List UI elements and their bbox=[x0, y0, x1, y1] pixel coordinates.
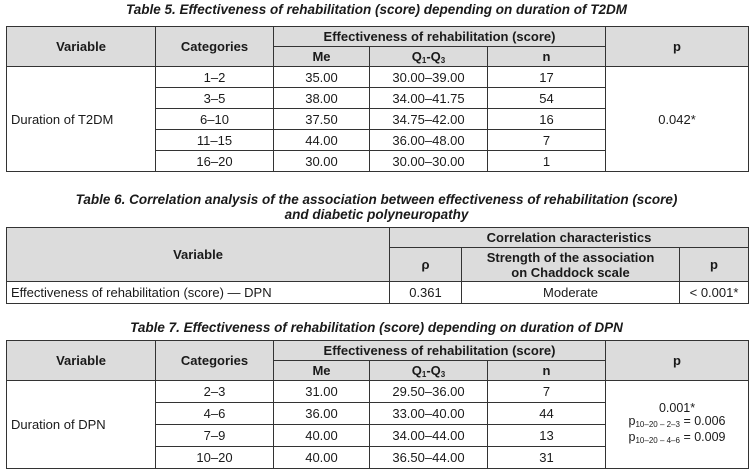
table7-header-p: p bbox=[605, 340, 750, 381]
table7-variable: Duration of DPN bbox=[6, 380, 156, 469]
table6-rho: 0.361 bbox=[389, 281, 462, 304]
table7-cat: 10–20 bbox=[155, 446, 274, 469]
table6: Variable Correlation characteristics ρ S… bbox=[6, 227, 750, 304]
table5-q: 30.00–39.00 bbox=[369, 66, 488, 88]
table7-cat: 7–9 bbox=[155, 424, 274, 447]
table7-n: 7 bbox=[486, 380, 607, 403]
table6-header-strength: Strength of the association on Chaddock s… bbox=[461, 247, 680, 282]
table7-me: 36.00 bbox=[273, 402, 370, 425]
table5-cat: 6–10 bbox=[155, 108, 274, 130]
table6-caption-line2: and diabetic polyneuropathy bbox=[284, 207, 469, 222]
table7-q: 34.00–44.00 bbox=[369, 424, 488, 447]
table5-p-value: 0.042* bbox=[605, 66, 750, 172]
table7-p-pair-2: p10–20 – 4–6 = 0.009 bbox=[628, 430, 726, 446]
table5-q: 34.75–42.00 bbox=[369, 108, 488, 130]
table5-q: 30.00–30.00 bbox=[369, 150, 488, 172]
table7-p-value: 0.001* p10–20 – 2–3 = 0.006 p10–20 – 4–6… bbox=[605, 380, 750, 469]
table5-header-p: p bbox=[605, 26, 750, 67]
table5-cat: 11–15 bbox=[155, 129, 274, 151]
table7-n: 31 bbox=[486, 446, 607, 469]
table7-p-pair-1: p10–20 – 2–3 = 0.006 bbox=[628, 414, 726, 430]
table5-variable: Duration of T2DM bbox=[6, 66, 156, 172]
table5-cat: 16–20 bbox=[155, 150, 274, 172]
table7-q: 33.00–40.00 bbox=[369, 402, 488, 425]
table6-caption-line1: Table 6. Correlation analysis of the ass… bbox=[75, 192, 678, 207]
table5-me: 35.00 bbox=[273, 66, 370, 88]
table5-me: 30.00 bbox=[273, 150, 370, 172]
table5-cat: 3–5 bbox=[155, 87, 274, 109]
table5-me: 44.00 bbox=[273, 129, 370, 151]
table7-p-main: 0.001* bbox=[658, 401, 696, 415]
table7-q: 29.50–36.00 bbox=[369, 380, 488, 403]
table6-header-group: Correlation characteristics bbox=[388, 227, 750, 248]
table7-me: 31.00 bbox=[273, 380, 370, 403]
table7-n: 44 bbox=[486, 402, 607, 425]
table6-header-rho: ρ bbox=[389, 247, 462, 282]
table5-n: 17 bbox=[486, 66, 607, 88]
table6-header-p: p bbox=[678, 247, 750, 282]
table5-n: 7 bbox=[486, 129, 607, 151]
table7-header-categories: Categories bbox=[155, 340, 274, 381]
table5-header-variable: Variable bbox=[6, 26, 156, 67]
table5-n: 16 bbox=[486, 108, 607, 130]
table7-header-q: Q1-Q3 bbox=[369, 360, 488, 381]
table5-caption: Table 5. Effectiveness of rehabilitation… bbox=[125, 2, 628, 17]
table5-cat: 1–2 bbox=[155, 66, 274, 88]
table5-n: 1 bbox=[486, 150, 607, 172]
table7-me: 40.00 bbox=[273, 446, 370, 469]
table7-header-variable: Variable bbox=[6, 340, 156, 381]
table7-header-group: Effectiveness of rehabilitation (score) bbox=[272, 340, 607, 361]
table7-me: 40.00 bbox=[273, 424, 370, 447]
table5-header-n: n bbox=[486, 46, 607, 67]
table6-p: < 0.001* bbox=[678, 281, 750, 304]
table5-q: 34.00–41.75 bbox=[369, 87, 488, 109]
table7-n: 13 bbox=[486, 424, 607, 447]
table7: Variable Categories Effectiveness of reh… bbox=[6, 340, 750, 469]
table5-q: 36.00–48.00 bbox=[369, 129, 488, 151]
table6-variable: Effectiveness of rehabilitation (score) … bbox=[6, 281, 390, 304]
table7-cat: 2–3 bbox=[155, 380, 274, 403]
table7-caption: Table 7. Effectiveness of rehabilitation… bbox=[130, 320, 623, 335]
table5-me: 38.00 bbox=[273, 87, 370, 109]
table6-header-variable: Variable bbox=[6, 227, 390, 282]
table7-q: 36.50–44.00 bbox=[369, 446, 488, 469]
table7-header-me: Me bbox=[273, 360, 370, 381]
table5-header-me: Me bbox=[273, 46, 370, 67]
table5-n: 54 bbox=[486, 87, 607, 109]
table7-header-n: n bbox=[486, 360, 607, 381]
table5-header-q: Q1-Q3 bbox=[369, 46, 488, 67]
table5-header-group: Effectiveness of rehabilitation (score) bbox=[272, 26, 607, 47]
table7-cat: 4–6 bbox=[155, 402, 274, 425]
table6-strength: Moderate bbox=[461, 281, 680, 304]
table5-me: 37.50 bbox=[273, 108, 370, 130]
table5: Variable Categories Effectiveness of reh… bbox=[6, 26, 750, 172]
table5-header-categories: Categories bbox=[155, 26, 274, 67]
